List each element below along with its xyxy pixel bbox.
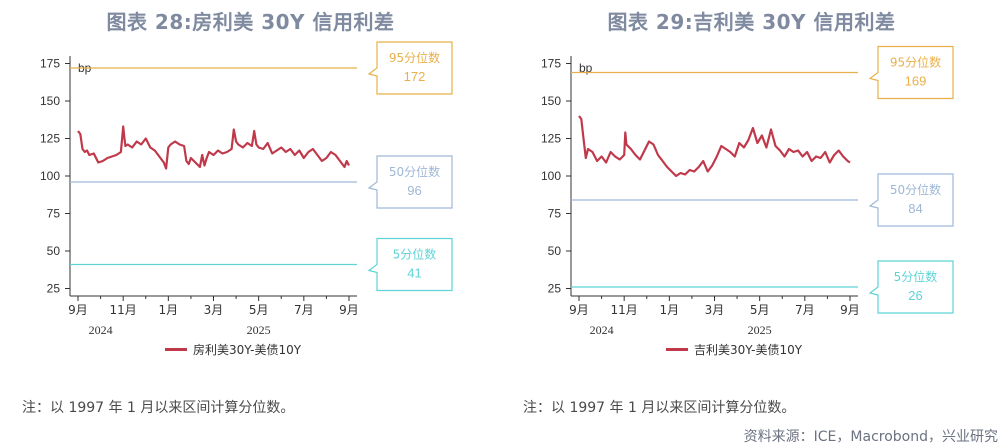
y-tick-label: 50 [47,244,61,258]
x-tick-label: 9月 [569,303,589,317]
x-tick-label: 7月 [795,303,815,317]
reference-callout [868,45,954,100]
reference-label: 50分位数 [890,182,941,197]
x-tick-label: 1月 [660,303,680,317]
legend-swatch [165,348,187,351]
x-tick-label: 11月 [611,303,638,317]
chart-note: 注：以 1997 年 1 月以来区间计算分位数。 [523,400,796,416]
chart-note: 注：以 1997 年 1 月以来区间计算分位数。 [22,400,295,416]
reference-label: 95分位数 [389,50,440,65]
reference-callout [367,155,453,209]
y-tick-label: 125 [541,132,561,146]
y-tick-label: 25 [548,282,562,296]
reference-label: 95分位数 [890,55,941,70]
y-tick-label: 175 [541,57,561,71]
y-tick-label: 150 [40,94,60,108]
y-tick-label: 75 [548,207,562,221]
series-line [77,125,350,170]
reference-callout [868,260,954,314]
y-tick-label: 100 [541,169,561,183]
reference-value: 169 [905,74,927,89]
reference-value: 26 [908,288,922,303]
chart-legend: 吉利美30Y-美债10Y [666,341,802,358]
reference-value: 96 [407,183,421,198]
reference-callout [868,173,954,227]
reference-callout [367,41,453,95]
y-tick-label: 125 [40,132,60,146]
reference-label: 5分位数 [894,269,938,284]
x-year-label: 2024 [89,323,113,337]
x-year-label: 2024 [590,323,614,337]
y-unit-label: bp [579,61,593,75]
x-tick-label: 9月 [840,303,860,317]
legend-swatch [666,348,688,351]
reference-value: 172 [404,69,426,84]
x-tick-label: 9月 [68,303,88,317]
chart-title: 图表 29:吉利美 30Y 信用利差 [607,10,896,34]
x-tick-label: 5月 [750,303,770,317]
x-tick-label: 1月 [159,303,179,317]
chart-panel-gnma: 图表 29:吉利美 30Y 信用利差 25 50 75 100 125 150 175 bp 9… [501,0,1002,448]
reference-value: 84 [908,201,922,216]
legend-label: 房利美30Y-美债10Y [193,343,302,357]
y-tick-label: 100 [40,169,60,183]
x-tick-label: 3月 [204,303,224,317]
x-year-label: 2025 [748,323,772,337]
source-text: 资料来源：ICE，Macrobond，兴业研究 [743,429,998,445]
reference-label: 5分位数 [393,247,437,262]
y-tick-label: 175 [40,57,60,71]
series-line [578,115,851,178]
legend-label: 吉利美30Y-美债10Y [694,343,803,357]
chart-title: 图表 28:房利美 30Y 信用利差 [106,10,395,34]
x-year-label: 2025 [247,323,271,337]
chart-legend: 房利美30Y-美债10Y [165,341,301,358]
y-tick-label: 50 [548,244,562,258]
reference-callout [367,237,453,292]
reference-label: 50分位数 [389,164,440,179]
x-tick-label: 5月 [249,303,269,317]
x-tick-label: 9月 [339,303,359,317]
x-tick-label: 3月 [705,303,725,317]
x-tick-label: 11月 [110,303,137,317]
y-tick-label: 75 [47,207,61,221]
x-tick-label: 7月 [294,303,314,317]
reference-value: 41 [407,266,421,281]
y-tick-label: 25 [47,282,61,296]
y-tick-label: 150 [541,94,561,108]
chart-panel-fnma: 图表 28:房利美 30Y 信用利差 25 50 75 100 125 150 175 bp 9… [22,10,453,416]
